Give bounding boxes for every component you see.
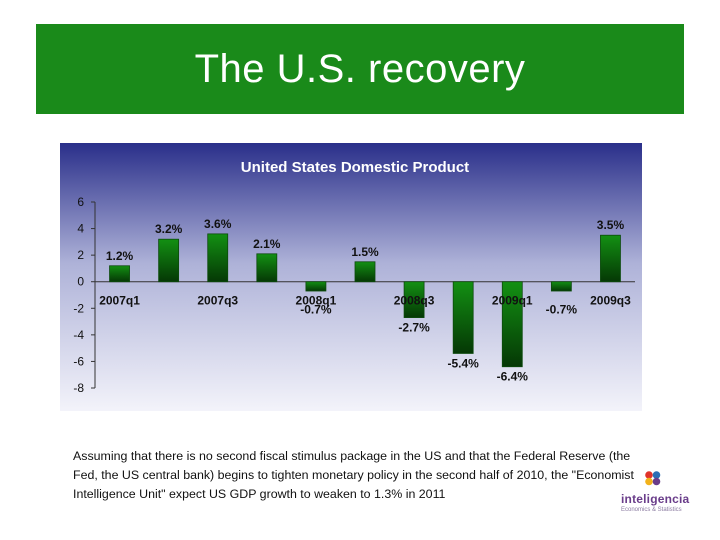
data-label: -2.7% bbox=[398, 321, 430, 335]
data-label: 3.6% bbox=[204, 217, 232, 231]
slide-title-bar: The U.S. recovery bbox=[36, 24, 684, 114]
data-label: -6.4% bbox=[497, 370, 529, 384]
chart-svg: United States Domestic Product 6 4 2 0 -2 -4 -… bbox=[60, 143, 642, 411]
logo-circles-icon bbox=[645, 471, 661, 486]
gdp-chart: United States Domestic Product 6 4 2 0 -2 -4 -… bbox=[60, 143, 642, 411]
data-label: 1.5% bbox=[351, 245, 379, 259]
bar-2008q1 bbox=[305, 281, 327, 292]
bar-2009q1 bbox=[501, 281, 523, 368]
bar-2007q1 bbox=[109, 265, 130, 283]
bar-2009q2 bbox=[550, 281, 572, 292]
x-tick-label: 2007q3 bbox=[197, 294, 238, 308]
bar-2008q2 bbox=[354, 261, 376, 283]
chart-title: United States Domestic Product bbox=[241, 159, 469, 176]
bar-2008q4 bbox=[452, 281, 474, 354]
y-tick-label: -2 bbox=[73, 301, 84, 315]
data-label: 3.5% bbox=[597, 218, 625, 232]
bar-2007q3 bbox=[207, 233, 229, 283]
slide-title: The U.S. recovery bbox=[194, 46, 526, 91]
y-tick-label: 0 bbox=[77, 275, 84, 289]
x-tick-label: 2007q1 bbox=[99, 294, 140, 308]
data-label: 1.2% bbox=[106, 249, 134, 263]
data-label: -5.4% bbox=[448, 356, 480, 370]
logo-tagline: Economics & Statistics bbox=[621, 507, 682, 513]
data-label: 3.2% bbox=[155, 222, 183, 236]
logo-name: inteligencia bbox=[621, 492, 690, 506]
bar-2007q2 bbox=[158, 238, 180, 283]
y-tick-label: 6 bbox=[77, 195, 84, 209]
y-tick-label: 2 bbox=[77, 248, 84, 262]
bar-2008q3 bbox=[403, 281, 425, 318]
x-tick-label: 2008q1 bbox=[296, 294, 337, 308]
slide-caption: Assuming that there is no second fiscal … bbox=[73, 449, 634, 501]
inteligencia-logo: inteligencia Economics & Statistics bbox=[618, 470, 690, 520]
bar-2009q3 bbox=[600, 234, 621, 283]
x-tick-label: 2009q1 bbox=[492, 294, 533, 308]
data-label: 2.1% bbox=[253, 237, 281, 251]
chart-background bbox=[60, 143, 642, 411]
data-label: -0.7% bbox=[300, 303, 332, 317]
y-tick-label: -8 bbox=[73, 381, 84, 395]
x-tick-label: 2008q3 bbox=[394, 294, 435, 308]
data-label: -0.7% bbox=[546, 303, 578, 317]
y-tick-label: 4 bbox=[77, 222, 84, 236]
x-tick-label: 2009q3 bbox=[590, 294, 631, 308]
y-tick-label: -4 bbox=[73, 328, 84, 342]
bar-2007q4 bbox=[256, 253, 278, 283]
y-tick-label: -6 bbox=[73, 354, 84, 368]
